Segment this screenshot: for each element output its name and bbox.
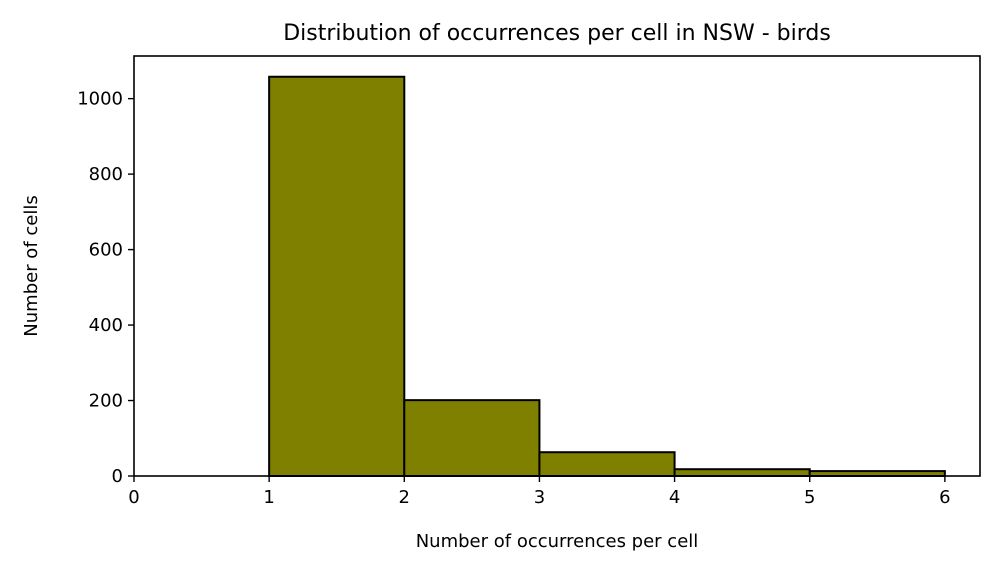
y-tick-label: 600 — [89, 240, 123, 261]
y-tick-label: 800 — [89, 164, 123, 185]
x-tick-label: 5 — [804, 487, 815, 508]
y-tick-label: 400 — [89, 315, 123, 336]
x-tick-label: 6 — [939, 487, 950, 508]
y-tick-label: 200 — [89, 391, 123, 412]
histogram-bar — [538, 451, 676, 477]
x-tick-label: 0 — [128, 487, 139, 508]
histogram-bar — [673, 468, 811, 478]
x-axis-label: Number of occurrences per cell — [416, 531, 699, 552]
x-tick-label: 2 — [399, 487, 410, 508]
plot-frame — [133, 55, 981, 477]
histogram-bar — [268, 75, 406, 477]
histogram-bar — [403, 399, 541, 477]
chart-title: Distribution of occurrences per cell in … — [283, 21, 831, 46]
x-tick-label: 4 — [669, 487, 680, 508]
x-tick-label: 3 — [534, 487, 545, 508]
y-tick-label: 0 — [112, 466, 123, 487]
y-axis-label: Number of cells — [21, 195, 42, 336]
x-tick-label: 1 — [263, 487, 274, 508]
y-tick-label: 1000 — [77, 89, 123, 110]
